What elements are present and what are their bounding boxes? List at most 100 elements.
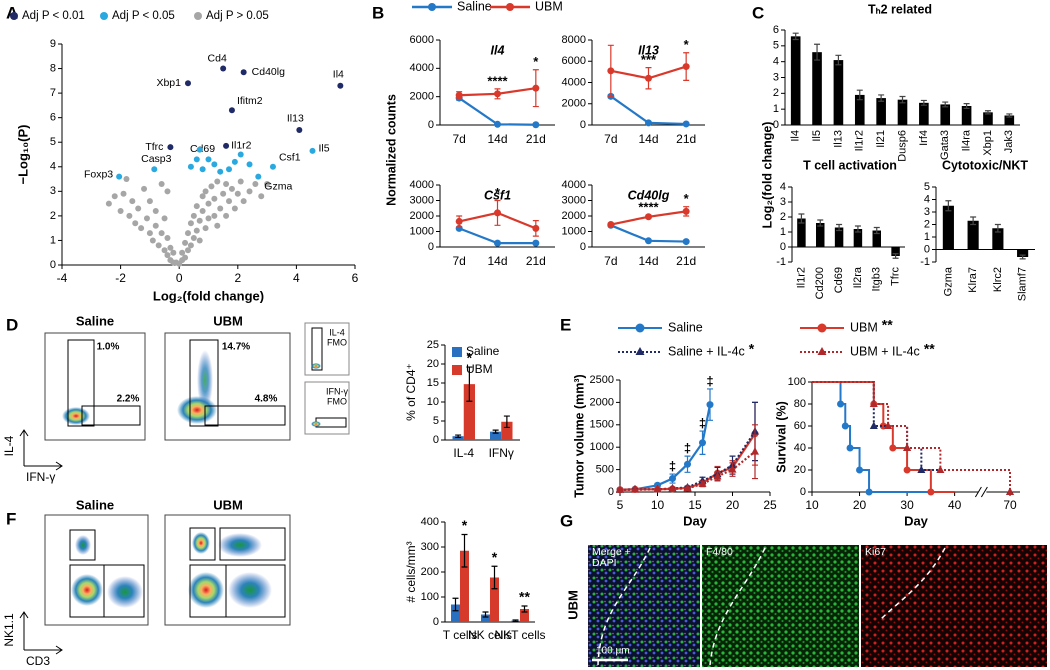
point <box>205 156 212 163</box>
y-tick-label: 500 <box>596 464 614 476</box>
chart-title: Csf1 <box>484 188 511 202</box>
y-tick-label: 25 <box>427 339 439 351</box>
point <box>214 222 221 229</box>
bar <box>834 227 844 247</box>
error-bar <box>512 619 519 623</box>
point <box>202 188 209 195</box>
marker <box>751 447 759 455</box>
point <box>217 168 224 175</box>
error-bar <box>836 223 843 232</box>
point <box>164 234 171 241</box>
point <box>138 225 145 232</box>
legend-label: Saline <box>466 344 500 358</box>
gate <box>219 527 286 561</box>
y-tick-label: 60 <box>794 420 806 432</box>
x-tick-label: Slamf7 <box>1017 267 1029 301</box>
marker <box>645 74 652 82</box>
marker <box>1006 487 1014 495</box>
flow-frame <box>304 381 350 435</box>
legend-label: Adj P < 0.05 <box>112 10 175 22</box>
significance: **** <box>638 200 659 215</box>
x-tick-label: 7d <box>604 254 617 268</box>
point <box>182 254 189 261</box>
y-tick-label: 5 <box>433 415 439 427</box>
error-bar <box>817 219 824 227</box>
legend-label: UBM + IL-4c <box>850 344 920 358</box>
x-axis-label: Day <box>904 513 929 528</box>
marker <box>494 239 501 247</box>
panel-letter: B <box>372 3 384 22</box>
legend-marker <box>428 3 436 11</box>
point <box>246 161 253 168</box>
marker <box>936 465 945 473</box>
flow-title: UBM <box>213 313 243 328</box>
point <box>187 163 194 170</box>
marker <box>682 207 690 215</box>
significance: * <box>533 54 539 69</box>
marker <box>532 84 540 92</box>
y-tick-label: 2000 <box>562 210 586 222</box>
gate <box>67 339 95 427</box>
x-tick-label: 14d <box>487 132 507 146</box>
marker <box>616 485 624 493</box>
point <box>167 244 174 251</box>
error-bar <box>792 32 799 41</box>
bar <box>940 104 951 125</box>
y-tick-label: 10 <box>427 396 439 408</box>
x-tick-label: 20 <box>726 498 740 512</box>
y-axis-label: Tumor volume (mm³) <box>572 374 586 497</box>
point <box>184 230 191 237</box>
point-label: Il5 <box>319 143 330 155</box>
gate <box>315 417 347 428</box>
point <box>141 185 148 192</box>
y-tick-label: 200 <box>421 566 439 578</box>
marker <box>856 466 864 474</box>
error-bar <box>873 226 880 235</box>
point <box>116 173 123 180</box>
marker <box>713 471 722 480</box>
y-tick-label: 1000 <box>410 225 434 237</box>
y-tick-label: 0 <box>433 434 439 446</box>
layout <box>19 322 1047 667</box>
y-axis-label: −Log₁₀(P) <box>15 125 30 185</box>
point <box>123 176 130 183</box>
point <box>296 126 303 133</box>
micrograph <box>861 545 1047 667</box>
point <box>217 205 224 212</box>
marker <box>455 91 463 99</box>
point <box>205 215 212 222</box>
point <box>187 242 194 249</box>
bar <box>501 421 513 440</box>
error-bar <box>1006 113 1013 118</box>
y-tick-label: 4000 <box>562 179 586 191</box>
y-tick-label: 2000 <box>562 98 586 110</box>
significance: * <box>495 185 501 200</box>
legend-significance: ** <box>882 317 893 333</box>
marker <box>889 444 897 452</box>
gate <box>204 405 286 426</box>
x-tick-label: IFNγ <box>489 446 514 460</box>
y-tick-label: 6 <box>50 112 56 124</box>
x-tick-label: Gzma <box>942 266 954 296</box>
y-tick-label: 0 <box>773 119 779 131</box>
marker <box>682 120 690 128</box>
x-tick-label: 21d <box>676 132 696 146</box>
marker <box>869 399 878 407</box>
point <box>155 242 162 249</box>
marker <box>865 488 873 496</box>
axis-label: CD3 <box>26 654 50 668</box>
chart-title: Il13 <box>638 43 659 57</box>
bar <box>872 230 881 247</box>
legend-marker <box>10 12 18 20</box>
gate <box>103 564 145 618</box>
flow-frame <box>164 514 291 626</box>
gate-label: 4.8% <box>255 394 278 405</box>
marker <box>728 465 737 473</box>
point <box>167 144 174 151</box>
legend-marker <box>194 12 202 20</box>
point <box>237 178 244 185</box>
flow-frame <box>304 322 350 376</box>
error-bar <box>892 253 899 259</box>
x-tick-label: Jak3 <box>1003 130 1015 153</box>
y-tick-label: 0 <box>780 241 786 253</box>
